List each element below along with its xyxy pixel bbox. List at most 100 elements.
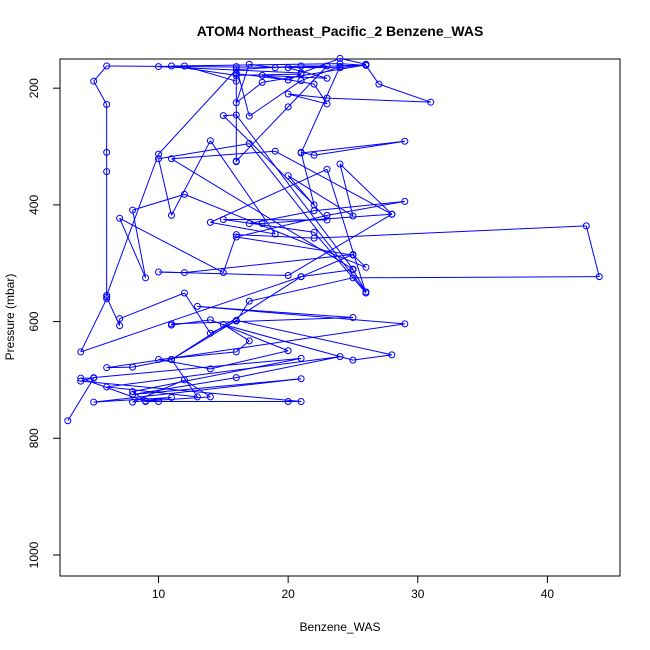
- series-segment: [223, 324, 250, 342]
- data-point: [323, 74, 331, 82]
- data-point: [375, 80, 383, 88]
- series-segment: [301, 269, 354, 278]
- data-point: [362, 61, 370, 69]
- data-point: [232, 231, 240, 239]
- data-point: [349, 274, 357, 282]
- data-point: [219, 321, 227, 329]
- series-segment: [171, 317, 353, 325]
- y-tick-label: 200: [27, 78, 41, 98]
- data-point: [284, 103, 292, 111]
- series-segment: [288, 64, 366, 69]
- series-segment: [210, 350, 289, 370]
- series-segment: [106, 356, 341, 388]
- data-point: [90, 398, 98, 406]
- series-segment: [378, 83, 431, 103]
- data-point: [297, 149, 305, 157]
- data-point: [167, 62, 175, 70]
- data-point: [180, 376, 188, 384]
- data-point: [362, 263, 370, 271]
- series-lines: [67, 57, 600, 422]
- series-segment: [80, 298, 108, 353]
- data-point: [155, 155, 163, 163]
- series-segment: [158, 359, 211, 370]
- data-point: [271, 230, 279, 238]
- series-segment: [67, 377, 95, 422]
- series-segment: [352, 276, 600, 279]
- data-point: [232, 63, 240, 71]
- data-point: [167, 321, 175, 329]
- data-point: [427, 98, 435, 106]
- data-point: [271, 64, 279, 72]
- series-segment: [235, 106, 289, 162]
- series-segment: [287, 175, 354, 217]
- data-point: [77, 374, 85, 382]
- data-point: [297, 398, 305, 406]
- series-segment: [210, 319, 289, 352]
- data-point: [155, 356, 163, 364]
- series-segment: [249, 63, 276, 69]
- series-segment: [288, 67, 328, 79]
- data-point: [103, 168, 111, 176]
- data-point: [103, 101, 111, 109]
- series-segment: [339, 57, 367, 65]
- data-point: [155, 268, 163, 276]
- data-point: [129, 388, 137, 396]
- data-point: [142, 397, 150, 405]
- series-segment: [80, 276, 302, 353]
- series-segment: [248, 80, 302, 117]
- series-segment: [210, 221, 276, 235]
- data-point: [232, 99, 240, 107]
- data-point: [595, 273, 603, 281]
- data-point: [129, 391, 137, 399]
- data-point: [206, 218, 214, 226]
- data-point: [297, 354, 305, 362]
- data-point: [206, 137, 214, 145]
- x-tick-label: 30: [411, 587, 425, 601]
- series-segment: [236, 356, 341, 379]
- chart-title: ATOM4 Northeast_Pacific_2 Benzene_WAS: [197, 23, 484, 39]
- data-point: [232, 71, 240, 79]
- y-tick-label: 400: [27, 195, 41, 215]
- series-segment: [314, 225, 587, 239]
- data-point: [245, 297, 253, 305]
- data-point: [349, 250, 357, 258]
- data-point: [258, 71, 266, 79]
- data-point: [284, 76, 292, 84]
- data-point: [206, 329, 214, 337]
- series-segment: [235, 81, 263, 104]
- series-segment: [158, 271, 185, 274]
- series-segment: [248, 143, 367, 293]
- series-segment: [223, 324, 354, 361]
- data-point: [64, 417, 72, 425]
- series-points: [64, 54, 603, 425]
- series-segment: [132, 357, 302, 393]
- series-segment: [132, 379, 185, 403]
- data-point: [401, 320, 409, 328]
- data-point: [284, 347, 292, 355]
- data-point: [180, 269, 188, 277]
- data-point: [336, 54, 344, 62]
- data-point: [245, 337, 253, 345]
- series-segment: [171, 158, 354, 270]
- series-segment: [235, 64, 250, 103]
- data-point: [284, 64, 292, 72]
- series-segment: [223, 218, 328, 221]
- data-point: [258, 220, 266, 228]
- data-point: [103, 383, 111, 391]
- data-point: [219, 215, 227, 223]
- data-point: [232, 233, 240, 241]
- series-segment: [288, 93, 328, 99]
- series-segment: [158, 69, 237, 155]
- data-point: [129, 398, 137, 406]
- y-tick-label: 800: [27, 428, 41, 448]
- data-point: [232, 158, 240, 166]
- data-point: [245, 140, 253, 148]
- series-segment: [197, 305, 353, 318]
- data-point: [180, 190, 188, 198]
- data-point: [103, 148, 111, 156]
- data-point: [116, 315, 124, 323]
- series-segment: [210, 168, 328, 223]
- series-segment: [132, 378, 302, 396]
- data-point: [129, 363, 137, 371]
- data-point: [232, 317, 240, 325]
